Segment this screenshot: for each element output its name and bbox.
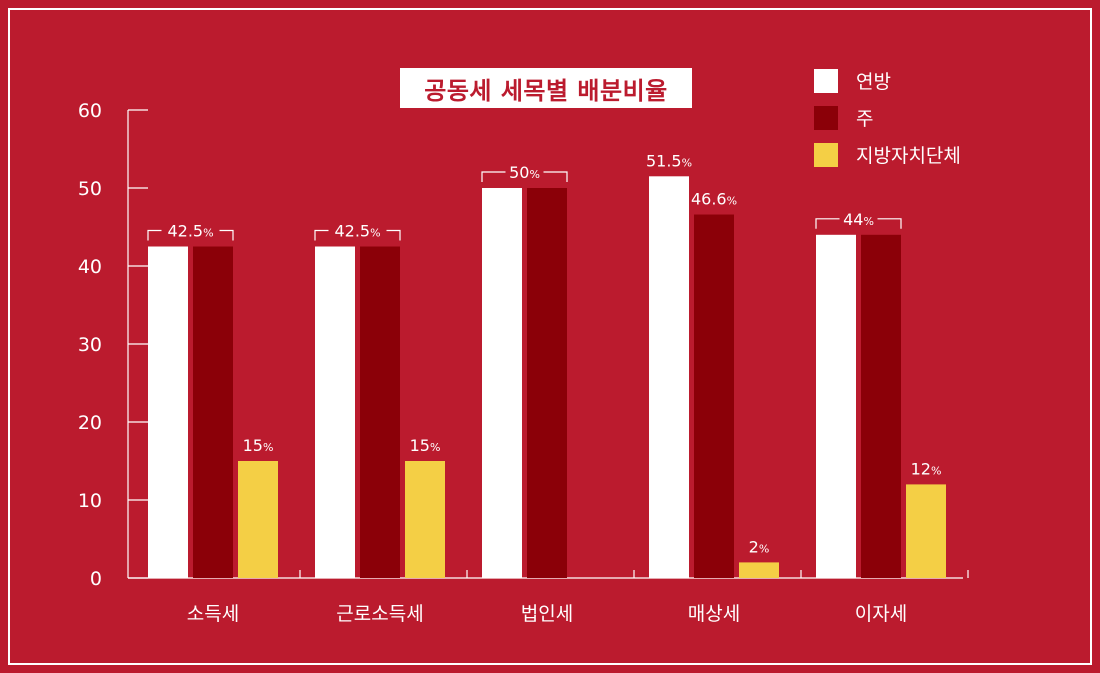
bar xyxy=(906,484,946,578)
bar xyxy=(405,461,445,578)
bar xyxy=(649,176,689,579)
bracket-line xyxy=(386,229,401,241)
bracket-line xyxy=(314,229,329,241)
chart-title: 공동세 세목별 배분비율 xyxy=(424,76,668,105)
y-tick-label: 50 xyxy=(78,178,102,200)
bar xyxy=(739,562,779,578)
legend: 연방 주 지방자치단체 xyxy=(814,62,961,173)
bar xyxy=(238,461,278,578)
legend-label-federal: 연방 xyxy=(856,71,891,93)
y-tick-label: 0 xyxy=(90,568,102,590)
y-tick-label: 10 xyxy=(78,490,102,512)
bracket-line xyxy=(815,218,840,229)
data-label: 42.5% xyxy=(167,222,213,241)
bar xyxy=(861,234,901,579)
data-label: 51.5% xyxy=(646,151,692,170)
y-tick-label: 20 xyxy=(78,412,102,434)
legend-swatch-state xyxy=(814,105,838,130)
x-category-label: 매상세 xyxy=(688,603,740,625)
x-category-label: 법인세 xyxy=(521,603,573,625)
data-label: 15% xyxy=(243,436,274,455)
legend-item-federal: 연방 xyxy=(814,62,961,99)
legend-label-municipal: 지방자치단체 xyxy=(856,145,961,167)
y-tick-label: 40 xyxy=(78,256,102,278)
data-label: 44% xyxy=(843,210,874,229)
data-label: 42.5% xyxy=(334,222,380,241)
data-label: 2% xyxy=(749,537,770,556)
legend-swatch-federal xyxy=(814,68,838,93)
bar xyxy=(193,246,233,578)
bracket-line xyxy=(877,218,902,229)
y-tick-label: 30 xyxy=(78,334,102,356)
legend-item-state: 주 xyxy=(814,99,961,136)
bar xyxy=(315,246,355,578)
data-label: 15% xyxy=(410,436,441,455)
bar xyxy=(694,214,734,578)
data-label: 50% xyxy=(509,163,540,182)
chart-border xyxy=(8,8,1092,665)
bar xyxy=(482,188,522,578)
x-category-label: 이자세 xyxy=(855,603,907,625)
bar xyxy=(527,188,567,578)
bracket-line xyxy=(543,171,568,182)
legend-label-state: 주 xyxy=(856,108,874,130)
legend-item-municipal: 지방자치단체 xyxy=(814,136,961,173)
data-label: 12% xyxy=(911,459,942,478)
bracket-line xyxy=(147,229,162,241)
chart-title-box: 공동세 세목별 배분비율 xyxy=(400,68,692,108)
x-category-label: 근로소득세 xyxy=(336,603,423,625)
x-category-label: 소득세 xyxy=(187,603,239,625)
bar xyxy=(816,234,856,579)
data-label: 46.6% xyxy=(691,190,737,209)
bracket-line xyxy=(481,171,506,182)
bar xyxy=(148,246,188,578)
bar xyxy=(360,246,400,578)
bracket-line xyxy=(219,229,234,241)
y-tick-label: 60 xyxy=(78,100,102,122)
legend-swatch-municipal xyxy=(814,142,838,167)
